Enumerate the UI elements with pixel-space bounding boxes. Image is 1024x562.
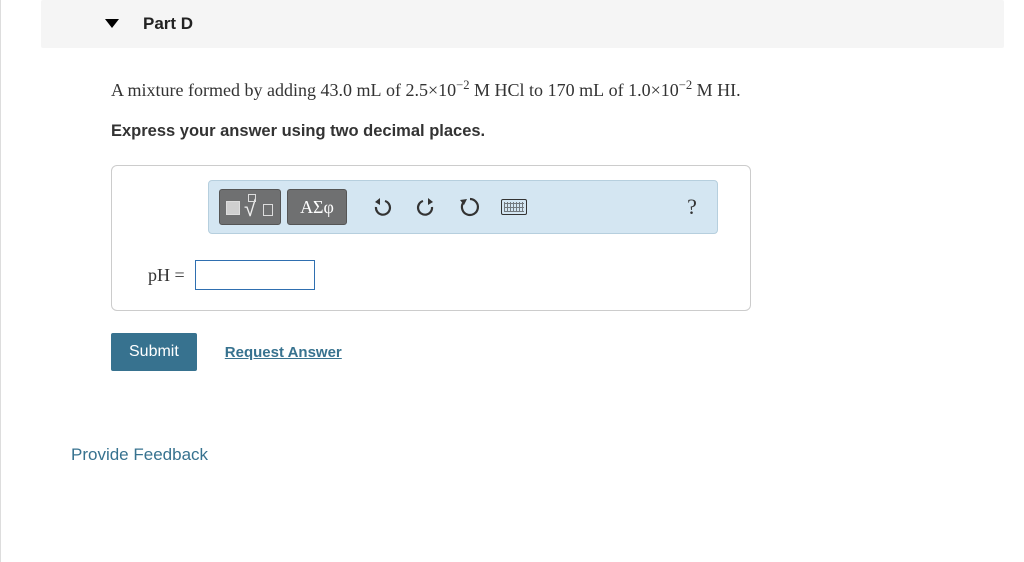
- redo-icon[interactable]: [407, 189, 445, 225]
- instruction-text: Express your answer using two decimal pl…: [111, 122, 964, 141]
- volume-1: 43.0: [320, 80, 352, 100]
- answer-panel: √ ΑΣφ ?: [111, 165, 751, 311]
- help-button[interactable]: ?: [677, 194, 707, 220]
- exp-1: −2: [456, 78, 469, 92]
- unit-1: mL: [356, 80, 381, 100]
- undo-icon[interactable]: [363, 189, 401, 225]
- species-2: M HI: [697, 80, 737, 100]
- volume-2: 170: [548, 80, 575, 100]
- part-title: Part D: [143, 14, 193, 33]
- request-answer-link[interactable]: Request Answer: [225, 344, 342, 361]
- answer-input[interactable]: [195, 260, 315, 290]
- greek-button[interactable]: ΑΣφ: [287, 189, 347, 225]
- collapse-icon: [105, 19, 119, 28]
- question-text: A mixture formed by adding 43.0 mL of 2.…: [111, 76, 964, 104]
- keyboard-icon[interactable]: [495, 189, 533, 225]
- conc-2: 1.0×10: [628, 80, 679, 100]
- equation-toolbar: √ ΑΣφ ?: [208, 180, 718, 234]
- provide-feedback-link[interactable]: Provide Feedback: [71, 445, 1024, 465]
- exp-2: −2: [679, 78, 692, 92]
- answer-label: pH =: [148, 265, 185, 286]
- template-button[interactable]: √: [219, 189, 281, 225]
- submit-button[interactable]: Submit: [111, 333, 197, 371]
- reset-icon[interactable]: [451, 189, 489, 225]
- unit-2: mL: [579, 80, 604, 100]
- part-header[interactable]: Part D: [41, 0, 1004, 48]
- conc-1: 2.5×10: [405, 80, 456, 100]
- species-1: M HCl: [474, 80, 525, 100]
